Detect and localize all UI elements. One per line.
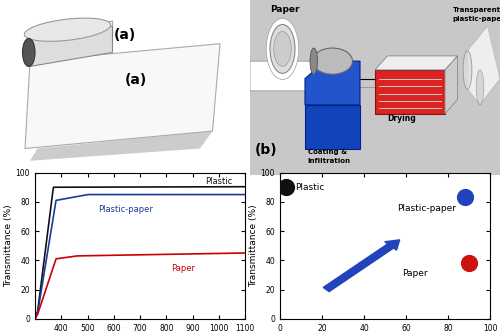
Text: Transparent: Transparent xyxy=(452,7,500,13)
Point xyxy=(465,261,473,266)
Ellipse shape xyxy=(476,70,484,105)
Text: (b): (b) xyxy=(255,143,278,157)
Text: Plastic-paper: Plastic-paper xyxy=(98,205,153,214)
Text: Paper: Paper xyxy=(402,269,427,278)
Ellipse shape xyxy=(22,39,35,66)
Bar xyxy=(305,105,360,148)
Polygon shape xyxy=(305,61,360,105)
Ellipse shape xyxy=(266,18,299,79)
Text: (a): (a) xyxy=(114,28,136,42)
FancyArrow shape xyxy=(324,240,400,291)
Polygon shape xyxy=(250,61,325,91)
Point xyxy=(461,195,469,200)
Text: Plastic: Plastic xyxy=(294,183,324,192)
Ellipse shape xyxy=(274,32,291,66)
Text: Infiltration: Infiltration xyxy=(308,157,350,163)
Ellipse shape xyxy=(310,48,318,74)
Text: Plastic: Plastic xyxy=(206,177,233,186)
Text: Coating &: Coating & xyxy=(308,149,346,155)
Ellipse shape xyxy=(312,48,352,74)
Polygon shape xyxy=(375,56,458,70)
Point xyxy=(282,185,290,190)
Text: Drying: Drying xyxy=(388,114,416,123)
Text: Paper: Paper xyxy=(172,264,196,273)
Ellipse shape xyxy=(24,18,110,41)
Y-axis label: Transmittance (%): Transmittance (%) xyxy=(4,205,13,287)
Polygon shape xyxy=(468,26,500,105)
Text: (a): (a) xyxy=(125,73,147,87)
Text: Paper: Paper xyxy=(270,5,300,14)
Bar xyxy=(375,70,445,114)
Ellipse shape xyxy=(270,25,295,73)
Text: plastic-paper: plastic-paper xyxy=(452,16,500,22)
Polygon shape xyxy=(30,131,212,161)
Ellipse shape xyxy=(463,51,472,89)
Polygon shape xyxy=(30,26,112,66)
Text: Plastic-paper: Plastic-paper xyxy=(398,204,456,212)
Y-axis label: Transmittance (%): Transmittance (%) xyxy=(249,205,258,287)
Polygon shape xyxy=(25,21,112,61)
Polygon shape xyxy=(25,44,220,148)
Polygon shape xyxy=(445,56,458,114)
